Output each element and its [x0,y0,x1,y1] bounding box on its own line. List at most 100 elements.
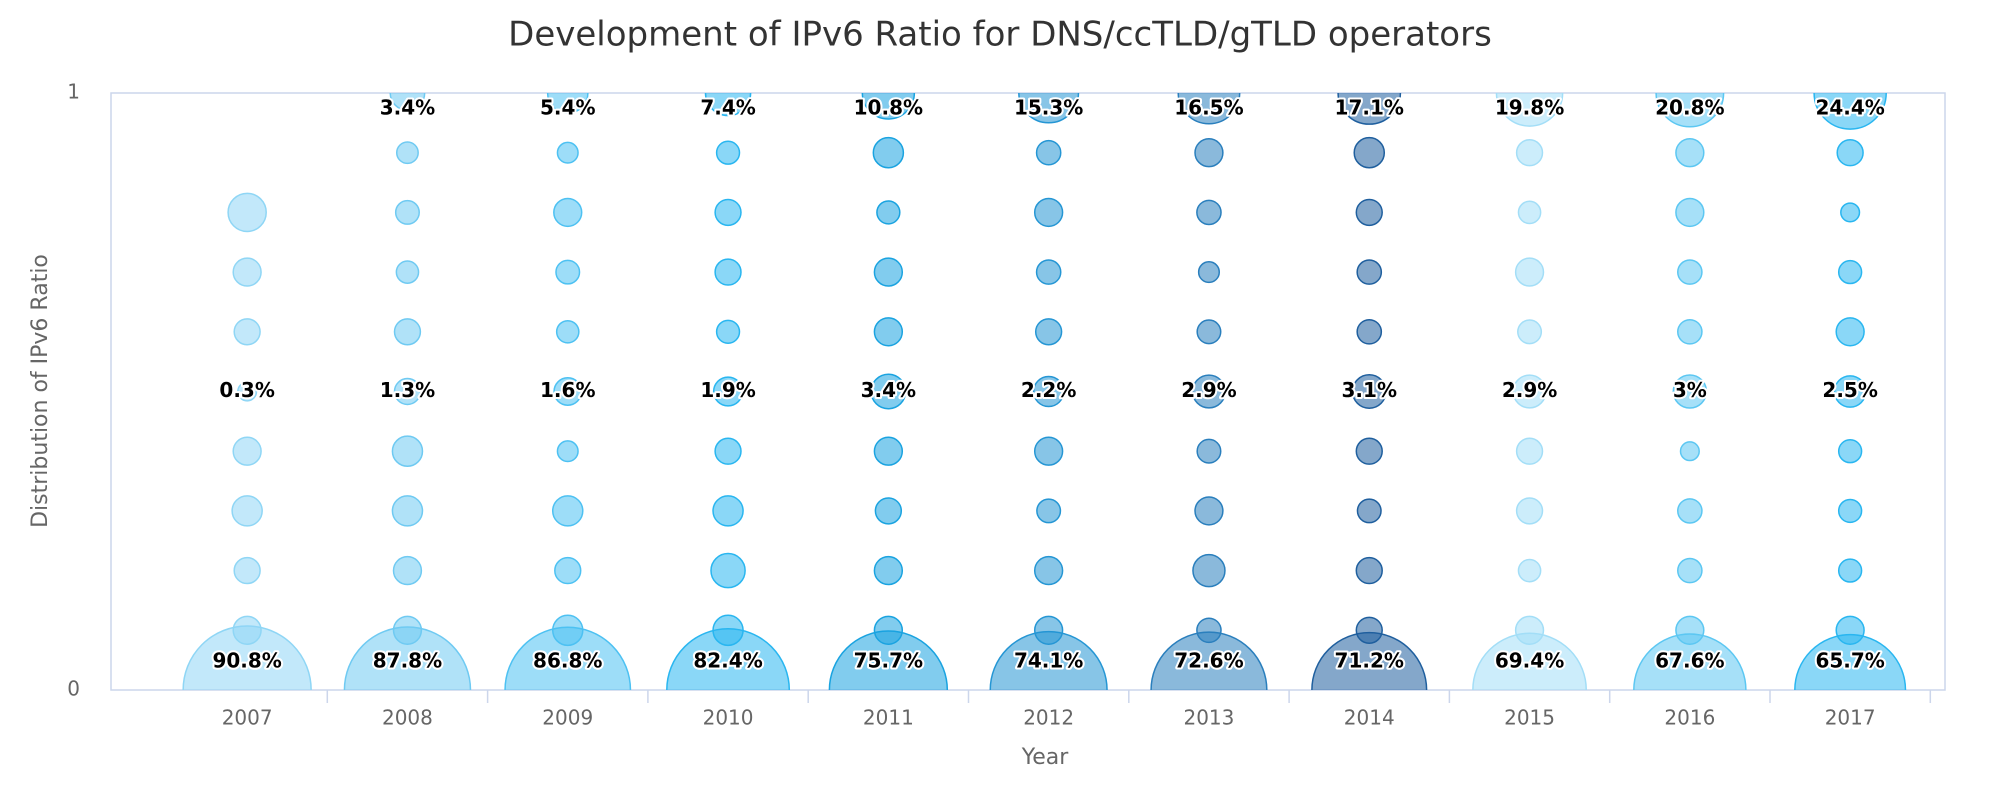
bubble [182,625,312,690]
bubble [1035,259,1062,285]
bubble [873,436,904,466]
bubble [391,495,424,527]
bubble [714,258,742,286]
bubble [1837,558,1863,583]
x-tick-label: 2008 [382,706,433,730]
data-label: 0.3% [219,378,274,402]
bubble [1840,202,1861,223]
data-label: 72.6% [1174,649,1243,673]
bubble [395,141,419,165]
bubble [1194,138,1224,168]
bubble [1033,197,1064,228]
bubble [1833,375,1867,408]
bubble [1355,198,1383,227]
bubble [1355,616,1383,644]
bubble [1197,261,1221,284]
y-axis-title: Distribution of IPv6 Ratio [28,254,53,528]
bubble [873,257,904,287]
data-label: 1.9% [700,378,755,402]
bubble [555,319,580,344]
data-label: 90.8% [212,649,281,673]
bubble [715,319,741,344]
bubble [1196,438,1222,464]
bubble [1018,93,1080,124]
bubble [392,615,423,645]
bubble [393,377,422,406]
x-tick-label: 2017 [1825,706,1876,730]
bubble [1514,257,1545,287]
bubble [233,318,261,346]
bubble [1813,93,1887,130]
bubble [553,197,583,228]
x-tick-label: 2015 [1504,706,1555,730]
chart-title: Development of IPv6 Ratio for DNS/ccTLD/… [508,15,1492,55]
data-label: 3% [1673,378,1707,402]
data-label: 3.4% [861,378,916,402]
bubble [389,93,426,111]
bubble [556,440,579,463]
bubble [1677,259,1703,285]
x-tick-label: 2013 [1183,706,1234,730]
bubble [1837,439,1863,464]
bubble [1675,197,1705,228]
bubble [873,555,904,586]
bubble [1191,374,1227,409]
bubble [392,555,423,586]
bubble [546,93,589,114]
bubble [232,615,262,645]
data-label: 2.9% [1181,378,1236,402]
bubble [1517,319,1543,345]
data-label: 2.5% [1822,378,1877,402]
bubble [556,141,579,164]
bubble [1655,93,1725,128]
data-label: 3.4% [380,96,435,120]
bubble [712,376,744,407]
data-label: 3.1% [1342,378,1397,402]
bubble [237,381,258,402]
x-tick-label: 2011 [863,706,914,730]
bubble [1337,93,1402,125]
data-label: 7.4% [700,96,755,120]
bubble [704,93,752,117]
bubble [1517,558,1542,583]
bubble [876,200,901,225]
bubble [1515,437,1544,465]
bubble [1517,200,1542,225]
data-label: 16.5% [1174,96,1243,120]
bubble [504,626,632,690]
plot-area [182,93,1907,690]
bubble [1356,259,1383,285]
bubble [1196,617,1222,644]
bubble [1679,441,1700,462]
data-label: 75.7% [854,649,923,673]
bubble [714,437,742,465]
bubble [1672,374,1708,409]
x-tick-label: 2009 [542,706,593,730]
bubble [1033,436,1064,466]
data-label: 17.1% [1335,96,1404,120]
bubble [1353,136,1386,169]
bubble [232,436,262,466]
data-label: 71.2% [1335,649,1404,673]
data-label: 19.8% [1495,96,1564,120]
data-label: 86.8% [533,649,602,673]
y-tick-label: 1 [67,80,80,104]
data-label: 74.1% [1014,649,1083,673]
bubble [554,556,582,585]
bubble [1351,374,1387,409]
bubble [1515,139,1544,167]
bubble [1196,319,1222,345]
data-label: 1.6% [540,378,595,402]
bubble [1033,615,1064,645]
bubble [1515,497,1544,525]
bubble [394,199,420,225]
data-label: 87.8% [373,649,442,673]
y-tick-label: 0 [67,677,80,701]
data-label: 1.3% [380,378,435,402]
bubble [343,626,472,690]
bubble [1356,318,1383,345]
bubble [873,317,904,347]
bubble [1356,498,1382,524]
data-label: 65.7% [1815,649,1884,673]
